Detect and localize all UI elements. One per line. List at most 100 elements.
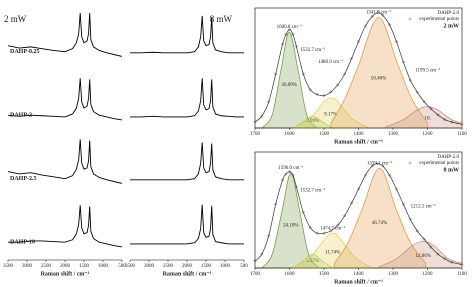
experimental-line <box>254 12 463 125</box>
spectrum-line <box>130 78 244 118</box>
experimental-point <box>394 40 399 44</box>
x-tick-label: 1700 <box>250 272 261 277</box>
experimental-point <box>375 162 380 166</box>
x-tick-label: 1500 <box>319 272 330 277</box>
experimental-point <box>329 90 333 94</box>
component-area <box>333 167 427 269</box>
peak-label: 1199.5 cm⁻¹ <box>415 68 441 74</box>
experimental-point <box>343 214 347 218</box>
x-tick-label: 500 <box>118 264 126 269</box>
experimental-point <box>253 120 257 124</box>
component-area <box>261 172 320 269</box>
experimental-point <box>408 217 412 221</box>
x-tick-label: 3500 <box>125 264 136 269</box>
x-tick-label: 2000 <box>60 264 71 269</box>
experimental-line <box>254 163 463 265</box>
panel-title: DAHP-2.0 <box>437 155 459 160</box>
x-tick-label: 1400 <box>354 272 365 277</box>
area-label: 50.40% <box>371 76 386 81</box>
experimental-point <box>375 11 380 15</box>
experimental-point <box>260 252 264 256</box>
experimental-point <box>460 122 464 126</box>
peak-label: 1532.7 cm⁻¹ <box>300 47 326 53</box>
experimental-point <box>308 88 312 92</box>
experimental-point <box>281 42 285 46</box>
panel-title: 2 mW <box>4 14 27 24</box>
experimental-point <box>443 118 447 122</box>
experimental-point <box>267 233 271 238</box>
x-tick-label: 1700 <box>250 132 261 137</box>
spectrum-line <box>7 12 123 57</box>
peak-label: 1212.5 cm⁻¹ <box>411 204 437 210</box>
peak-label: 1596.0 cm⁻¹ <box>278 165 304 171</box>
experimental-point <box>394 187 399 191</box>
x-tick-label: 3000 <box>144 264 155 269</box>
x-tick-label: 1000 <box>220 264 231 269</box>
experimental-point <box>429 107 433 111</box>
x-tick-label: 1600 <box>285 272 296 277</box>
panel-subtitle: 2 mW <box>444 23 460 29</box>
spectrum-line <box>130 142 244 181</box>
x-axis-label: Raman shift / cm⁻¹ <box>41 271 90 277</box>
component-area <box>378 240 463 269</box>
x-tick-label: 1200 <box>423 132 434 137</box>
legend-marker <box>408 161 412 165</box>
component-area <box>330 17 428 129</box>
experimental-point <box>443 257 447 261</box>
x-axis-label: Raman shift / cm⁻¹ <box>334 279 383 285</box>
experimental-point <box>429 245 433 249</box>
peak-label: 1474.7 cm⁻¹ <box>320 225 346 231</box>
experimental-point <box>322 94 326 98</box>
experimental-point <box>450 120 454 124</box>
panel-title: DAHP-2.0 <box>437 11 459 16</box>
x-tick-label: 1500 <box>79 264 90 269</box>
experimental-point <box>381 164 385 168</box>
experimental-point <box>422 237 426 241</box>
experimental-point <box>356 40 361 44</box>
series-label: DAHP-2.5 <box>10 176 37 182</box>
experimental-point <box>381 13 385 17</box>
x-tick-label: 1200 <box>423 272 434 277</box>
experimental-point <box>287 28 292 32</box>
experimental-point <box>287 170 292 174</box>
spectrum-line <box>130 15 244 54</box>
experimental-point <box>281 178 285 182</box>
experimental-point <box>350 56 354 60</box>
x-tick-label: 1500 <box>319 132 330 137</box>
experimental-point <box>422 100 426 104</box>
legend-label: experimental points <box>419 161 459 166</box>
x-tick-label: 3500 <box>3 264 14 269</box>
panel-title: 8 mW <box>210 14 233 24</box>
experimental-point <box>301 72 305 76</box>
spectrum-line <box>8 205 123 248</box>
experimental-point <box>401 202 405 206</box>
experimental-point <box>415 90 419 94</box>
spectrum-line <box>130 204 244 245</box>
legend-marker <box>408 17 412 21</box>
experimental-point <box>308 225 312 229</box>
experimental-point <box>343 72 347 76</box>
experimental-point <box>291 173 295 177</box>
experimental-point <box>450 260 454 264</box>
experimental-point <box>291 32 295 36</box>
x-tick-label: 1000 <box>98 264 109 269</box>
legend-label: experimental points <box>419 17 459 22</box>
experimental-point <box>460 262 464 267</box>
peak-label: 1600.8 cm⁻¹ <box>277 24 303 30</box>
x-tick-label: 2500 <box>163 264 174 269</box>
experimental-point <box>336 83 340 87</box>
experimental-point <box>294 44 298 48</box>
x-tick-label: 2000 <box>182 264 193 269</box>
experimental-point <box>401 60 405 64</box>
x-axis-label: Raman shift / cm⁻¹ <box>163 271 212 277</box>
experimental-point <box>315 231 319 235</box>
experimental-point <box>387 23 392 27</box>
experimental-point <box>294 185 298 189</box>
area-label: 26.09% <box>282 83 297 88</box>
x-axis-label: Raman shift / cm⁻¹ <box>334 139 383 145</box>
series-label: DAHP-10 <box>10 240 35 246</box>
component-area <box>291 253 334 269</box>
area-label: 12.86% <box>415 254 430 259</box>
series-label: DAHP-2 <box>10 113 32 119</box>
